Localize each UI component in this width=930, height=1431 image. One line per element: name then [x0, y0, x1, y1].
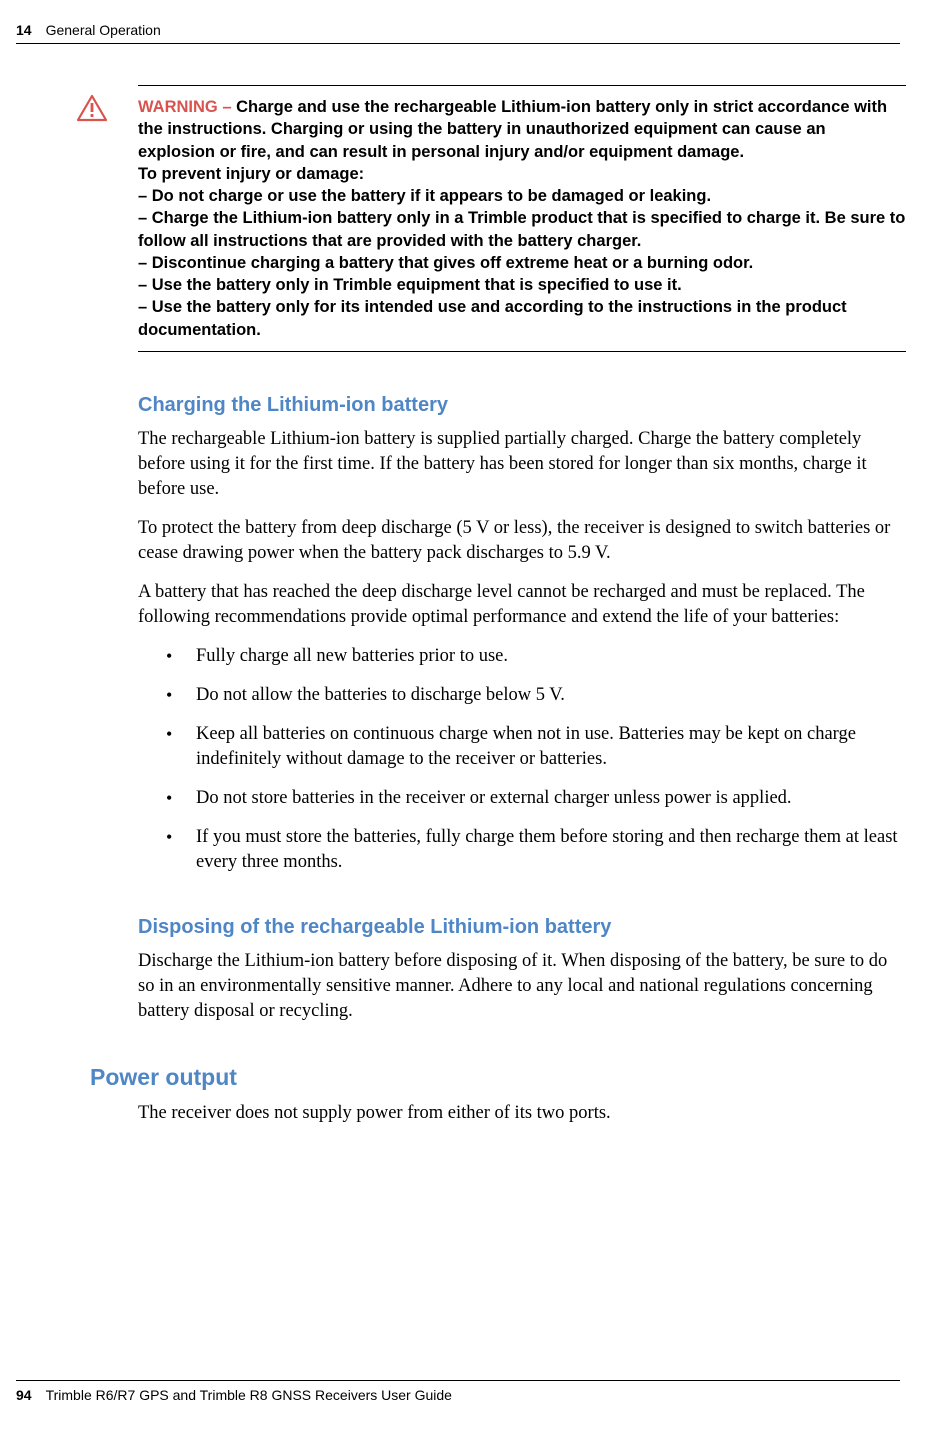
warning-line-4: – Use the battery only in Trimble equipm…: [138, 276, 682, 294]
page-header: 14 General Operation: [16, 22, 900, 38]
list-item: Do not allow the batteries to discharge …: [138, 683, 906, 708]
heading-charging: Charging the Lithium-ion battery: [138, 394, 906, 417]
charging-bullets: Fully charge all new batteries prior to …: [138, 644, 906, 875]
footer-rule: [16, 1380, 900, 1381]
warning-line-2: – Charge the Lithium-ion battery only in…: [138, 209, 905, 249]
power-p1: The receiver does not supply power from …: [138, 1101, 906, 1126]
warning-block: WARNING – Charge and use the rechargeabl…: [138, 85, 906, 352]
heading-power-output: Power output: [90, 1064, 906, 1091]
list-item: Fully charge all new batteries prior to …: [138, 644, 906, 669]
page: 14 General Operation WARNING – Charge and…: [0, 0, 930, 1431]
list-item: If you must store the batteries, fully c…: [138, 825, 906, 875]
warning-label: WARNING –: [138, 98, 236, 116]
header-rule: [16, 43, 900, 44]
page-footer: 94 Trimble R6/R7 GPS and Trimble R8 GNSS …: [16, 1380, 900, 1403]
charging-p2: To protect the battery from deep dischar…: [138, 516, 906, 566]
warning-line-1: – Do not charge or use the battery if it…: [138, 187, 711, 205]
warning-line-3: – Discontinue charging a battery that gi…: [138, 254, 753, 272]
warning-body: Charge and use the rechargeable Lithium-…: [138, 98, 887, 161]
charging-p1: The rechargeable Lithium-ion battery is …: [138, 427, 906, 502]
heading-disposing: Disposing of the rechargeable Lithium-io…: [138, 916, 906, 939]
page-number: 94: [16, 1387, 32, 1403]
warning-triangle-icon: [76, 94, 108, 122]
warning-line-5: – Use the battery only for its intended …: [138, 298, 847, 338]
footer-title: Trimble R6/R7 GPS and Trimble R8 GNSS Re…: [46, 1387, 452, 1403]
disposing-p1: Discharge the Lithium-ion battery before…: [138, 949, 906, 1024]
chapter-number: 14: [16, 22, 32, 38]
warning-prevent: To prevent injury or damage:: [138, 165, 364, 183]
list-item: Keep all batteries on continuous charge …: [138, 722, 906, 772]
list-item: Do not store batteries in the receiver o…: [138, 786, 906, 811]
chapter-title: General Operation: [46, 22, 161, 38]
content-area: WARNING – Charge and use the rechargeabl…: [138, 85, 906, 1140]
charging-p3: A battery that has reached the deep disc…: [138, 580, 906, 630]
